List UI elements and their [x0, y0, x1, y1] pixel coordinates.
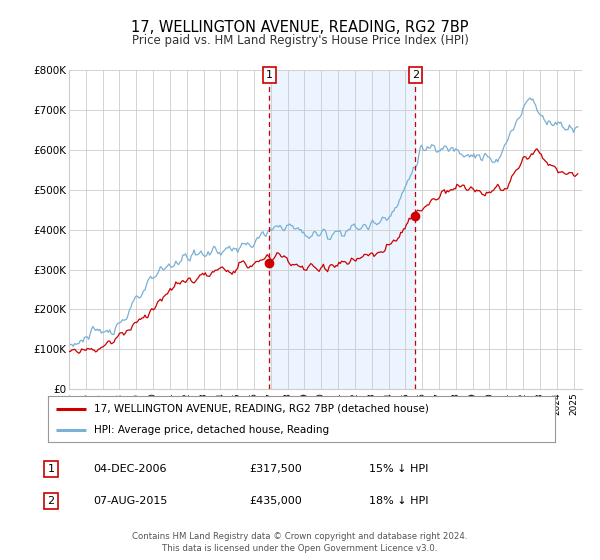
Text: 1: 1 [47, 464, 55, 474]
Text: 2: 2 [412, 70, 419, 80]
Text: £317,500: £317,500 [249, 464, 302, 474]
Text: 15% ↓ HPI: 15% ↓ HPI [369, 464, 428, 474]
Text: HPI: Average price, detached house, Reading: HPI: Average price, detached house, Read… [94, 425, 329, 435]
Text: 1: 1 [266, 70, 273, 80]
Text: 17, WELLINGTON AVENUE, READING, RG2 7BP (detached house): 17, WELLINGTON AVENUE, READING, RG2 7BP … [94, 404, 428, 414]
Text: 18% ↓ HPI: 18% ↓ HPI [369, 496, 428, 506]
Text: Price paid vs. HM Land Registry's House Price Index (HPI): Price paid vs. HM Land Registry's House … [131, 34, 469, 46]
Bar [269, 70, 415, 389]
Text: £435,000: £435,000 [249, 496, 302, 506]
Text: 07-AUG-2015: 07-AUG-2015 [93, 496, 167, 506]
Text: 04-DEC-2006: 04-DEC-2006 [93, 464, 167, 474]
Text: Contains HM Land Registry data © Crown copyright and database right 2024.
This d: Contains HM Land Registry data © Crown c… [132, 532, 468, 553]
Text: 17, WELLINGTON AVENUE, READING, RG2 7BP: 17, WELLINGTON AVENUE, READING, RG2 7BP [131, 20, 469, 35]
Text: 2: 2 [47, 496, 55, 506]
